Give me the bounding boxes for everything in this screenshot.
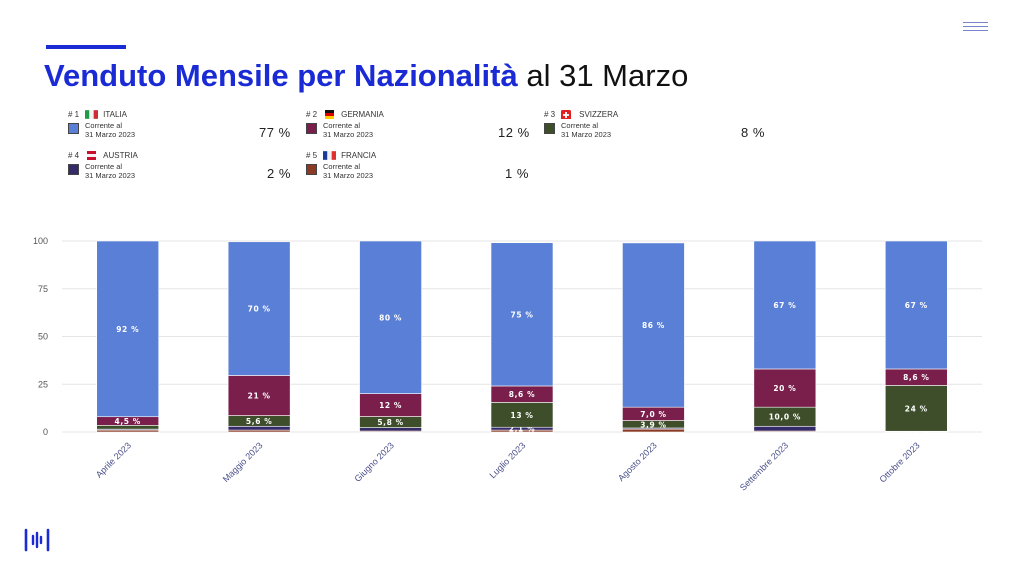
x-tick-label: Settembre 2023 [738,440,790,492]
legend-swatch [544,123,555,134]
legend-country: ITALIA [103,110,127,119]
legend-item-francia: # 5 FRANCIA Corrente al 31 Marzo 2023 1 % [306,151,546,191]
bar-segment-italia [96,240,160,418]
legend-heading: # 4 AUSTRIA [68,151,138,160]
bar-data-label: 20 % [773,384,796,393]
y-tick-label: 25 [38,379,48,389]
bar-data-label: 86 % [642,321,665,330]
legend-heading: # 2 GERMANIA [306,110,384,119]
bar-data-label: 12 % [379,401,402,410]
bar-segment-austria [227,425,291,431]
x-tick-label: Giugno 2023 [352,440,396,484]
bar-segment-austria [753,425,817,432]
legend-rank: # 4 [68,151,80,160]
legend-swatch [68,164,79,175]
legend-period-label: Corrente al 31 Marzo 2023 [85,162,136,180]
bar-data-label: 70 % [248,305,271,314]
y-tick-label: 0 [43,427,48,437]
x-tick-label: Agosto 2023 [616,440,659,483]
legend-heading: # 3 SVIZZERA [544,110,618,119]
legend-percentage: 2 % [267,166,291,181]
legend-period-label: Corrente al 31 Marzo 2023 [323,121,374,139]
bar-data-label: 2,1 % [509,425,535,434]
legend-percentage: 77 % [259,125,291,140]
legend-period-label: Corrente al 31 Marzo 2023 [561,121,612,139]
bar-data-label: 7,0 % [640,410,666,419]
bar-segment-austria [359,427,422,432]
brand-logo-icon [24,528,50,552]
legend-percentage: 8 % [741,125,765,140]
x-tick-label: Maggio 2023 [221,440,265,484]
y-tick-label: 100 [33,236,48,246]
bar-data-label: 75 % [511,310,534,319]
bar-segment-italia [359,240,422,394]
bar-segment-italia [622,242,685,408]
bar-data-label: 10,0 % [769,413,801,422]
legend-period-label: Corrente al 31 Marzo 2023 [323,162,374,180]
bar-segment-italia [227,241,291,376]
page-title-sub: al 31 Marzo [526,58,689,93]
bar-segment-italia [753,240,817,370]
x-tick-label: Ottobre 2023 [877,440,921,484]
italy-flag-icon [85,110,99,119]
legend: # 1 ITALIA Corrente al 31 Marzo 2023 77 % # 2… [0,0,1024,200]
x-tick-label: Aprile 2023 [94,440,133,479]
bar-data-label: 0,3 % [903,428,929,437]
legend-percentage: 12 % [498,125,530,140]
legend-country: AUSTRIA [103,151,138,160]
bar-data-label: 80 % [379,313,402,322]
y-tick-label: 50 [38,332,48,342]
legend-rank: # 3 [544,110,556,119]
legend-period-label: Corrente al 31 Marzo 2023 [85,121,136,139]
bar-segment-germania [227,375,291,416]
bar-data-label: 92 % [116,325,139,334]
legend-country: GERMANIA [341,110,384,119]
legend-swatch [68,123,79,134]
legend-rank: # 5 [306,151,318,160]
x-tick-label: Luglio 2023 [487,440,527,480]
bar-data-label: 67 % [905,301,928,310]
legend-rank: # 1 [68,110,80,119]
legend-country: FRANCIA [341,151,377,160]
stacked-bar-chart: 0 25 50 75 100 4,5 % 92 % Aprile 2023 5,6 % 21 % 7… [33,236,982,493]
switzerland-flag-icon [561,110,574,119]
legend-percentage: 1 % [505,166,529,181]
bar-data-label: 5,6 % [246,417,272,426]
legend-item-germania: # 2 GERMANIA Corrente al 31 Marzo 2023 12 % [306,110,546,150]
bar-data-label: 24 % [905,404,928,413]
bar-segment-italia [490,242,554,387]
germany-flag-icon [323,110,336,119]
bar-segment-italia [884,240,948,370]
bar-data-label: 3,9 % [640,420,666,429]
bar-data-label: 8,6 % [903,373,929,382]
legend-item-svizzera: # 3 SVIZZERA Corrente al 31 Marzo 2023 8 % [544,110,784,150]
legend-heading: # 5 FRANCIA [306,151,376,160]
bar-data-label: 5,8 % [377,418,403,427]
legend-swatch [306,123,317,134]
bar-segment-francia [622,428,685,433]
legend-heading: # 1 ITALIA [68,110,127,119]
title-accent-rule [46,45,126,49]
legend-swatch [306,164,317,175]
hamburger-icon[interactable] [963,22,988,34]
bar-data-label: 21 % [248,392,271,401]
legend-item-austria: # 4 AUSTRIA Corrente al 31 Marzo 2023 2 % [68,151,308,191]
page-title-main: Venduto Mensile per Nazionalità [44,58,518,93]
austria-flag-icon [85,151,98,160]
bar-data-label: 13 % [511,411,534,420]
france-flag-icon [323,151,337,160]
page-title: Venduto Mensile per Nazionalità al 31 Ma… [44,58,688,94]
legend-country: SVIZZERA [579,110,619,119]
bar-segment-germania [753,368,817,408]
bar-data-label: 67 % [773,301,796,310]
bar-data-label: 4,5 % [115,417,141,426]
y-tick-label: 75 [38,284,48,294]
legend-item-italia: # 1 ITALIA Corrente al 31 Marzo 2023 77 % [68,110,308,150]
bar-data-label: 8,6 % [509,390,535,399]
legend-rank: # 2 [306,110,318,119]
bar-segment-svizzera [490,402,554,428]
